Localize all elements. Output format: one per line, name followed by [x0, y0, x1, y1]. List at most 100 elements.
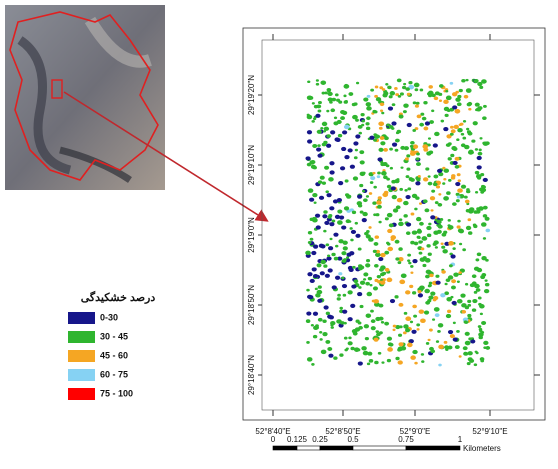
- point: [416, 152, 420, 155]
- point: [398, 95, 401, 98]
- point: [311, 363, 314, 366]
- point: [352, 211, 356, 214]
- point: [478, 297, 482, 300]
- point: [458, 179, 461, 182]
- point: [445, 283, 448, 286]
- point: [370, 176, 375, 180]
- point: [422, 117, 427, 121]
- point: [388, 106, 393, 110]
- point: [441, 270, 446, 274]
- point: [414, 362, 417, 365]
- point: [329, 206, 334, 210]
- point: [310, 279, 315, 283]
- point: [316, 79, 319, 81]
- point: [450, 126, 454, 129]
- point: [389, 148, 393, 151]
- point: [408, 81, 412, 84]
- point: [366, 314, 372, 318]
- point: [425, 301, 430, 305]
- point: [311, 251, 316, 255]
- point: [472, 274, 477, 278]
- point: [367, 95, 371, 98]
- point: [447, 310, 451, 313]
- point: [337, 209, 342, 213]
- point: [483, 237, 486, 240]
- point: [485, 279, 488, 281]
- point: [360, 160, 365, 164]
- point: [313, 274, 318, 278]
- point: [412, 259, 417, 263]
- point: [355, 134, 360, 138]
- point: [326, 110, 329, 113]
- point: [425, 121, 430, 125]
- point: [366, 127, 370, 131]
- point: [350, 304, 355, 308]
- point: [434, 132, 440, 136]
- lon-label: 52°9'10"E: [472, 427, 507, 436]
- point: [345, 179, 349, 182]
- point: [307, 95, 313, 100]
- point: [454, 125, 459, 129]
- point: [403, 103, 408, 107]
- point: [307, 80, 310, 83]
- legend-title: درصد خشکیدگی: [81, 290, 156, 304]
- point: [468, 108, 471, 111]
- point: [321, 350, 327, 355]
- point: [346, 195, 351, 199]
- point: [327, 254, 330, 257]
- point: [456, 193, 460, 196]
- point: [383, 148, 388, 152]
- point: [340, 110, 345, 114]
- point: [397, 348, 401, 351]
- scale-label: 1: [458, 435, 463, 444]
- point: [426, 226, 431, 230]
- point: [421, 353, 424, 356]
- inset-image: [5, 5, 165, 190]
- point: [399, 280, 405, 285]
- point: [350, 165, 355, 169]
- point: [372, 201, 376, 205]
- point: [330, 238, 333, 240]
- point: [425, 258, 431, 263]
- point: [405, 87, 410, 91]
- point: [335, 93, 339, 96]
- point: [411, 212, 415, 215]
- point: [326, 144, 331, 148]
- point: [327, 92, 332, 96]
- point: [455, 157, 460, 161]
- point: [446, 314, 451, 318]
- point: [382, 93, 387, 97]
- point: [438, 203, 443, 207]
- point: [461, 79, 465, 83]
- point: [451, 146, 456, 150]
- point: [390, 235, 396, 239]
- point: [331, 219, 335, 222]
- point: [387, 247, 393, 251]
- point: [419, 222, 424, 226]
- point: [485, 283, 490, 287]
- point: [480, 359, 484, 362]
- point: [307, 139, 312, 143]
- point: [400, 146, 405, 150]
- point: [409, 177, 413, 180]
- point: [474, 363, 477, 366]
- point: [410, 265, 413, 268]
- point: [473, 79, 478, 83]
- point: [423, 199, 428, 203]
- point: [467, 314, 471, 317]
- point: [333, 233, 338, 237]
- point: [460, 294, 465, 298]
- point: [426, 244, 430, 247]
- point: [328, 177, 334, 181]
- point: [374, 242, 379, 246]
- point: [326, 134, 331, 138]
- point: [310, 238, 314, 241]
- point: [363, 98, 368, 102]
- lat-label: 29°18'50"N: [247, 285, 256, 325]
- point: [451, 286, 456, 290]
- point: [429, 274, 433, 278]
- point: [405, 316, 411, 321]
- point: [328, 246, 333, 250]
- point: [439, 84, 444, 88]
- point: [457, 102, 462, 106]
